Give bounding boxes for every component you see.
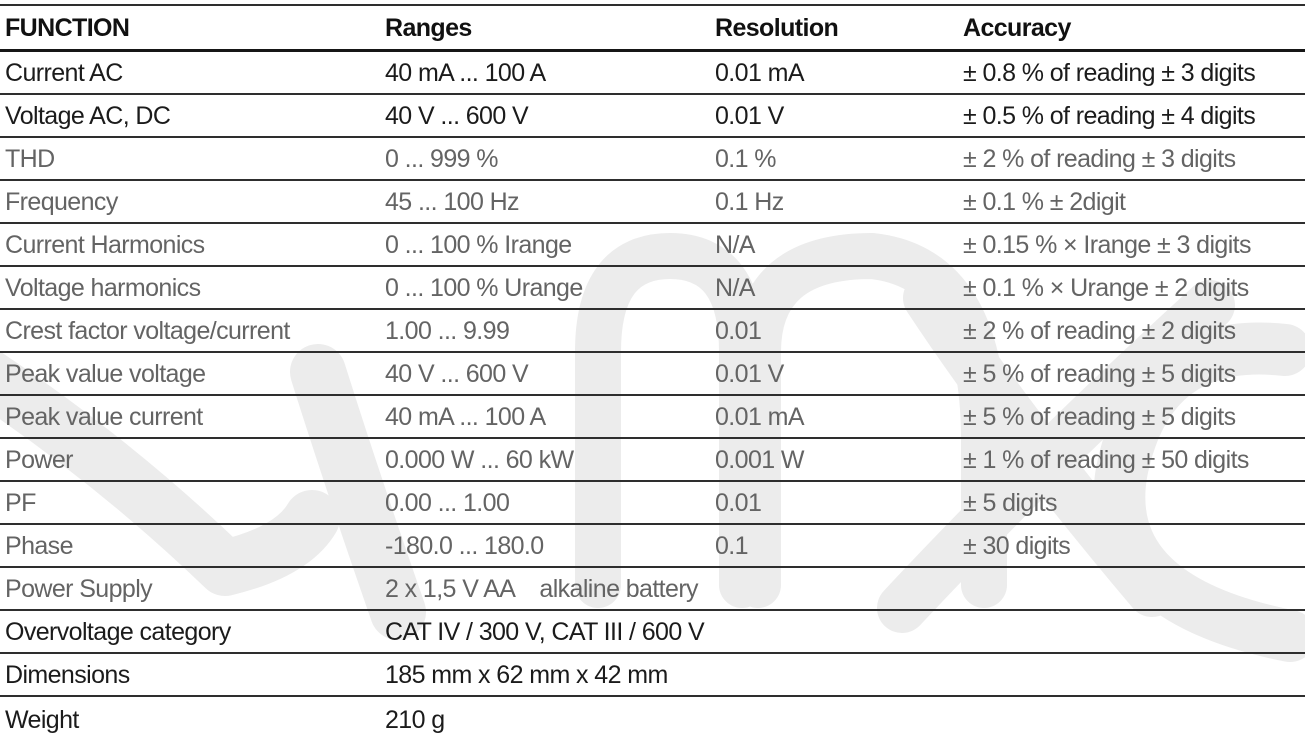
resolution-cell: 0.01 V xyxy=(715,102,784,129)
accuracy-cell: ± 5 % of reading ± 5 digits xyxy=(963,360,1236,387)
column-header-accuracy: Accuracy xyxy=(963,14,1071,41)
table-body: Current AC 40 mA ... 100 A 0.01 mA ± 0.8… xyxy=(0,52,1305,741)
function-cell: Peak value current xyxy=(5,403,203,430)
table-row: Current Harmonics 0 ... 100 % Irange N/A… xyxy=(0,224,1305,267)
accuracy-cell: ± 5 digits xyxy=(963,489,1057,516)
function-cell: Current Harmonics xyxy=(5,231,205,258)
column-header-ranges: Ranges xyxy=(385,14,472,41)
ranges-cell: 0 ... 999 % xyxy=(385,145,499,172)
table-row: Voltage AC, DC 40 V ... 600 V 0.01 V ± 0… xyxy=(0,95,1305,138)
table-row: Power 0.000 W ... 60 kW 0.001 W ± 1 % of… xyxy=(0,439,1305,482)
resolution-cell: 0.01 mA xyxy=(715,59,805,86)
ranges-cell: 0 ... 100 % Urange xyxy=(385,274,583,301)
resolution-cell: 0.01 xyxy=(715,317,762,344)
function-cell: Current AC xyxy=(5,59,123,86)
table-row: Phase -180.0 ... 180.0 0.1 ± 30 digits xyxy=(0,525,1305,568)
column-header-resolution: Resolution xyxy=(715,14,839,41)
accuracy-cell: ± 0.1 % × Urange ± 2 digits xyxy=(963,274,1249,301)
table-row: Frequency 45 ... 100 Hz 0.1 Hz ± 0.1 % ±… xyxy=(0,181,1305,224)
table-row: Current AC 40 mA ... 100 A 0.01 mA ± 0.8… xyxy=(0,52,1305,95)
function-cell: Crest factor voltage/current xyxy=(5,317,290,344)
function-cell: Voltage harmonics xyxy=(5,274,201,301)
table-header-row: FUNCTION Ranges Resolution Accuracy xyxy=(0,6,1305,52)
function-cell: Phase xyxy=(5,532,73,559)
spec-table: FUNCTION Ranges Resolution Accuracy Curr… xyxy=(0,4,1305,741)
function-cell: Overvoltage category xyxy=(5,618,231,645)
table-row: THD 0 ... 999 % 0.1 % ± 2 % of reading ±… xyxy=(0,138,1305,181)
function-cell: Power Supply xyxy=(5,575,153,602)
accuracy-cell: ± 5 % of reading ± 5 digits xyxy=(963,403,1236,430)
accuracy-cell: ± 2 % of reading ± 3 digits xyxy=(963,145,1236,172)
resolution-cell: N/A xyxy=(715,231,755,258)
function-cell: Frequency xyxy=(5,188,118,215)
resolution-cell: 0.1 % xyxy=(715,145,777,172)
value-cell: 210 g xyxy=(385,705,445,733)
ranges-cell: 40 V ... 600 V xyxy=(385,360,529,387)
function-cell: THD xyxy=(5,145,55,172)
ranges-cell: 0.00 ... 1.00 xyxy=(385,489,510,516)
value-cell: 2 x 1,5 V AA alkaline battery xyxy=(385,575,699,602)
table-row: PF 0.00 ... 1.00 0.01 ± 5 digits xyxy=(0,482,1305,525)
ranges-cell: 40 mA ... 100 A xyxy=(385,59,546,86)
table-row: Weight 210 g xyxy=(0,697,1305,741)
resolution-cell: 0.1 xyxy=(715,532,749,559)
function-cell: Weight xyxy=(5,705,79,733)
accuracy-cell: ± 0.5 % of reading ± 4 digits xyxy=(963,102,1256,129)
ranges-cell: -180.0 ... 180.0 xyxy=(385,532,544,559)
function-cell: PF xyxy=(5,489,36,516)
value-cell: CAT IV / 300 V, CAT III / 600 V xyxy=(385,618,705,645)
ranges-cell: 40 V ... 600 V xyxy=(385,102,529,129)
resolution-cell: N/A xyxy=(715,274,755,301)
accuracy-cell: ± 1 % of reading ± 50 digits xyxy=(963,446,1249,473)
table-row: Dimensions 185 mm x 62 mm x 42 mm xyxy=(0,654,1305,697)
accuracy-cell: ± 0.15 % × Irange ± 3 digits xyxy=(963,231,1252,258)
ranges-cell: 45 ... 100 Hz xyxy=(385,188,520,215)
resolution-cell: 0.01 V xyxy=(715,360,784,387)
resolution-cell: 0.01 xyxy=(715,489,762,516)
ranges-cell: 1.00 ... 9.99 xyxy=(385,317,510,344)
accuracy-cell: ± 2 % of reading ± 2 digits xyxy=(963,317,1236,344)
accuracy-cell: ± 0.8 % of reading ± 3 digits xyxy=(963,59,1256,86)
function-cell: Voltage AC, DC xyxy=(5,102,171,129)
table-row: Overvoltage category CAT IV / 300 V, CAT… xyxy=(0,611,1305,654)
column-header-function: FUNCTION xyxy=(5,14,130,41)
function-cell: Dimensions xyxy=(5,661,130,688)
table-row: Voltage harmonics 0 ... 100 % Urange N/A… xyxy=(0,267,1305,310)
table-row: Peak value voltage 40 V ... 600 V 0.01 V… xyxy=(0,353,1305,396)
accuracy-cell: ± 30 digits xyxy=(963,532,1071,559)
table-row: Power Supply 2 x 1,5 V AA alkaline batte… xyxy=(0,568,1305,611)
ranges-cell: 40 mA ... 100 A xyxy=(385,403,546,430)
value-cell: 185 mm x 62 mm x 42 mm xyxy=(385,661,668,688)
function-cell: Peak value voltage xyxy=(5,360,206,387)
resolution-cell: 0.01 mA xyxy=(715,403,805,430)
table-row: Peak value current 40 mA ... 100 A 0.01 … xyxy=(0,396,1305,439)
ranges-cell: 0.000 W ... 60 kW xyxy=(385,446,574,473)
resolution-cell: 0.1 Hz xyxy=(715,188,784,215)
ranges-cell: 0 ... 100 % Irange xyxy=(385,231,572,258)
function-cell: Power xyxy=(5,446,73,473)
table-row: Crest factor voltage/current 1.00 ... 9.… xyxy=(0,310,1305,353)
resolution-cell: 0.001 W xyxy=(715,446,805,473)
accuracy-cell: ± 0.1 % ± 2digit xyxy=(963,188,1126,215)
